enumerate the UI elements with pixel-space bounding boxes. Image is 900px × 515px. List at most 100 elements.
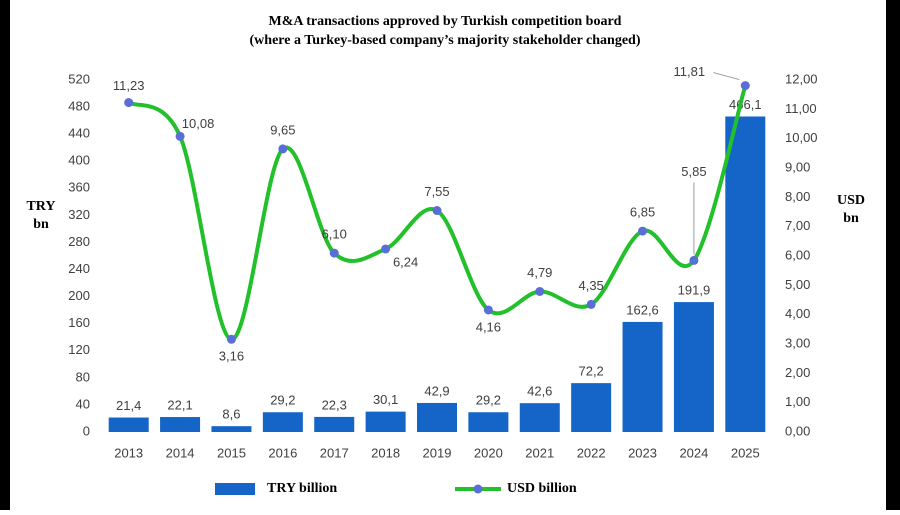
- bar: [673, 302, 714, 432]
- bar-value-label: 162,6: [626, 302, 659, 317]
- bar: [725, 116, 766, 433]
- y2-tick-label: 8,00: [785, 189, 810, 204]
- y2-tick-label: 0,00: [785, 423, 810, 438]
- line-value-label: 6,85: [630, 205, 655, 220]
- chart-title: M&A transactions approved by Turkish com…: [269, 14, 622, 29]
- side-bar: [886, 0, 900, 510]
- x-tick-label: 2020: [474, 445, 503, 460]
- line-marker: [586, 299, 596, 309]
- bar: [262, 412, 303, 432]
- line-value-label: 7,55: [424, 184, 449, 199]
- y-tick-label: 80: [76, 369, 90, 384]
- x-tick-label: 2013: [114, 445, 143, 460]
- line-marker: [329, 248, 339, 258]
- line-marker: [740, 81, 750, 91]
- line-marker: [381, 244, 391, 254]
- bar-value-label: 22,3: [322, 397, 347, 412]
- line-value-label: 4,16: [476, 319, 501, 334]
- line-value-label: 11,81: [674, 64, 706, 79]
- line-marker: [638, 226, 648, 236]
- bar-value-label: 466,1: [729, 97, 762, 112]
- x-tick-label: 2015: [217, 445, 246, 460]
- bar: [314, 416, 355, 432]
- bar: [519, 403, 560, 432]
- line-marker: [689, 255, 699, 265]
- line-value-label: 4,35: [578, 278, 603, 293]
- bar-value-label: 72,2: [578, 364, 603, 379]
- x-tick-label: 2022: [577, 445, 606, 460]
- side-bar: [0, 0, 10, 510]
- line-value-label: 3,16: [219, 349, 244, 364]
- y2-tick-label: 9,00: [785, 159, 810, 174]
- y2-tick-label: 12,00: [785, 71, 818, 86]
- line-marker: [432, 206, 442, 216]
- y2-tick-label: 5,00: [785, 277, 810, 292]
- line-value-label: 5,85: [681, 164, 706, 179]
- y-tick-label: 360: [68, 180, 90, 195]
- line-marker: [226, 334, 236, 344]
- y2-tick-label: 3,00: [785, 335, 810, 350]
- y2-tick-label: 10,00: [785, 130, 818, 145]
- x-tick-label: 2018: [371, 445, 400, 460]
- line-marker: [535, 286, 545, 296]
- x-tick-label: 2021: [525, 445, 554, 460]
- bar-value-label: 22,1: [167, 397, 192, 412]
- x-tick-label: 2024: [679, 445, 708, 460]
- y2-tick-label: 11,00: [785, 101, 817, 116]
- bar-value-label: 30,1: [373, 392, 398, 407]
- bar-value-label: 29,2: [476, 393, 501, 408]
- line-value-label: 6,10: [322, 227, 347, 242]
- y2-axis-label: USD bn: [836, 193, 865, 226]
- y-tick-label: 0: [83, 423, 90, 438]
- x-tick-label: 2014: [166, 445, 195, 460]
- y-tick-label: 400: [68, 153, 90, 168]
- line-value-label: 11,23: [113, 78, 145, 93]
- bar-value-label: 8,6: [222, 407, 240, 422]
- y-axis-label: TRY bn: [26, 199, 56, 232]
- line-value-label: 6,24: [393, 254, 418, 269]
- legend-swatch: [215, 483, 255, 495]
- bar-value-label: 42,9: [424, 383, 449, 398]
- x-tick-label: 2025: [731, 445, 760, 460]
- y-tick-label: 120: [68, 342, 90, 357]
- bar-value-label: 42,6: [527, 384, 552, 399]
- bar-value-label: 29,2: [270, 393, 295, 408]
- y2-tick-label: 4,00: [785, 306, 810, 321]
- y-tick-label: 40: [76, 396, 90, 411]
- legend-label: TRY billion: [267, 481, 337, 496]
- bar: [622, 321, 663, 432]
- x-tick-label: 2023: [628, 445, 657, 460]
- line-value-label: 4,79: [527, 265, 552, 280]
- line: [127, 85, 748, 342]
- bar: [571, 383, 612, 432]
- x-tick-label: 2017: [320, 445, 349, 460]
- x-tick-label: 2019: [423, 445, 452, 460]
- line-marker: [175, 131, 185, 141]
- y-tick-label: 160: [68, 315, 90, 330]
- y-tick-label: 240: [68, 261, 90, 276]
- bar: [365, 411, 406, 432]
- line-value-label: 10,08: [182, 116, 215, 131]
- line-marker: [483, 305, 493, 315]
- y-tick-label: 320: [68, 207, 90, 222]
- y-tick-label: 200: [68, 288, 90, 303]
- y2-tick-label: 6,00: [785, 247, 810, 262]
- bar: [468, 412, 509, 432]
- bar: [108, 417, 149, 432]
- y2-tick-label: 1,00: [785, 394, 810, 409]
- x-tick-label: 2016: [268, 445, 297, 460]
- legend-label: USD billion: [507, 481, 577, 496]
- line-marker: [124, 98, 134, 108]
- bar: [417, 402, 457, 432]
- y-tick-label: 480: [68, 99, 90, 114]
- bar: [211, 426, 252, 432]
- y-tick-label: 520: [68, 71, 90, 86]
- bar-value-label: 191,9: [678, 283, 711, 298]
- bar: [160, 417, 201, 432]
- line-value-label: 9,65: [270, 122, 295, 137]
- chart-subtitle: (where a Turkey-based company’s majority…: [250, 33, 641, 48]
- bar-value-label: 21,4: [116, 398, 141, 413]
- y2-tick-label: 2,00: [785, 365, 810, 380]
